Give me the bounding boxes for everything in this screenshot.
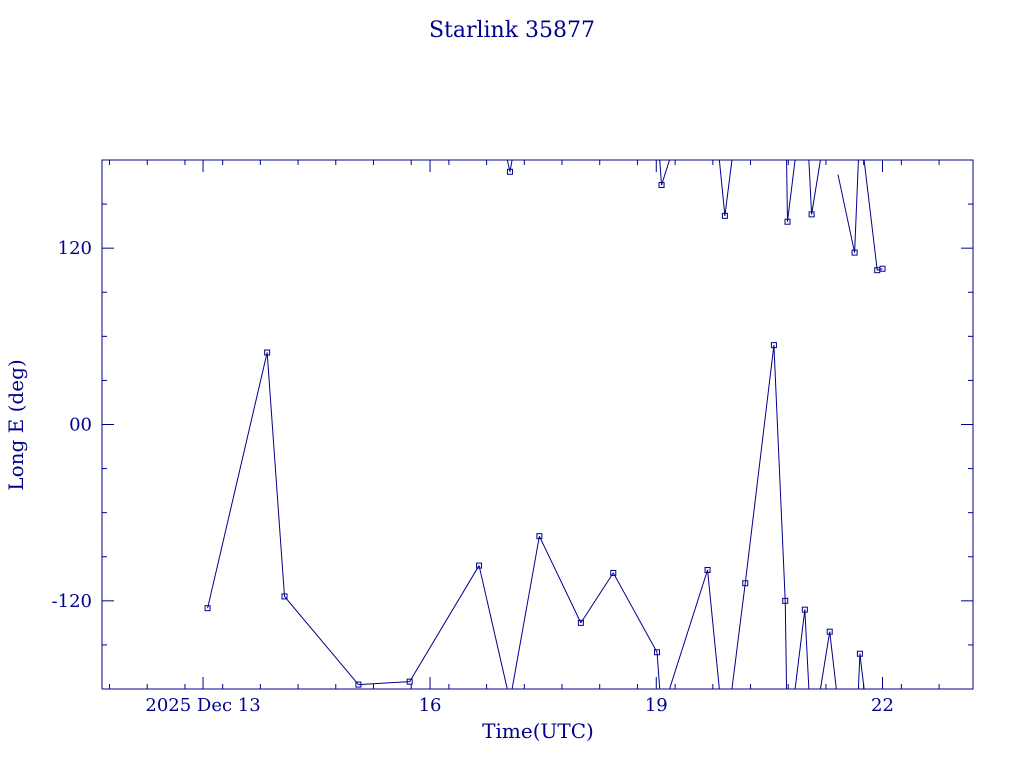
data-point (856, 650, 863, 657)
data-point (476, 562, 483, 569)
data-point (281, 593, 288, 600)
series-segment (284, 596, 359, 685)
series-segment (811, 160, 821, 215)
axis-ticks (102, 160, 973, 689)
data-point (406, 678, 413, 685)
chart-title: Starlink 35877 (429, 18, 595, 43)
series-segment (266, 352, 285, 597)
data-point (782, 597, 789, 604)
series-segment (859, 653, 865, 689)
y-tick-label: -120 (52, 591, 92, 612)
series-segment-wrapped (718, 160, 726, 216)
data-point (808, 211, 815, 218)
y-axis-label: Long E (deg) (4, 359, 28, 490)
data-point (658, 181, 665, 188)
data-point (784, 218, 791, 225)
data-point (851, 249, 858, 256)
data-point (704, 566, 711, 573)
series-segment (612, 572, 658, 653)
x-tick-label: 2025 Dec 13 (145, 695, 260, 716)
series-segment (207, 352, 268, 609)
x-tick-label: 19 (645, 695, 668, 716)
tick-labels: 2025 Dec 13 16 19 22 120 00 -120 (52, 238, 894, 716)
series-segment (580, 572, 614, 624)
series-segment (538, 535, 582, 624)
series-segment (707, 569, 720, 689)
series-point-group (204, 168, 886, 688)
y-tick-label: 120 (58, 238, 92, 259)
series-segment (744, 345, 775, 584)
series-segment-wrapped (808, 160, 813, 215)
series-segment (784, 600, 788, 689)
x-axis-label: Time(UTC) (482, 719, 594, 743)
series-line-group (207, 160, 883, 768)
data-point (879, 265, 886, 272)
data-point (355, 681, 362, 688)
data-point (770, 342, 777, 349)
data-point (204, 605, 211, 612)
series-segment-wrapped (863, 160, 878, 271)
series-segment (804, 609, 810, 689)
series-segment (773, 345, 786, 601)
series-segment-wrapped (857, 653, 861, 689)
series-segment-wrapped (506, 160, 511, 172)
series-segment-wrapped (731, 583, 746, 689)
series-segment-wrapped (837, 174, 856, 253)
data-point (610, 569, 617, 576)
data-point (577, 619, 584, 626)
series-segment (854, 160, 859, 253)
data-point (654, 649, 661, 656)
series-segment (838, 704, 855, 768)
series-segment (829, 631, 837, 689)
series-segment-wrapped (794, 609, 806, 689)
series-segment-wrapped (659, 160, 663, 186)
series-segment (656, 652, 661, 689)
data-point (742, 580, 749, 587)
series-segment-wrapped (511, 536, 540, 689)
data-point (801, 606, 808, 613)
plot-frame (101, 159, 974, 690)
series-segment (409, 565, 480, 682)
x-tick-label: 22 (871, 695, 894, 716)
series-segment (786, 160, 796, 222)
series-segment-wrapped (786, 160, 788, 222)
x-tick-label: 16 (419, 695, 442, 716)
series-segment-wrapped (669, 569, 709, 689)
series-segment (724, 160, 733, 216)
data-point (721, 212, 728, 219)
data-point (506, 168, 513, 175)
series-segment (661, 160, 671, 186)
data-point (826, 628, 833, 635)
data-point (536, 533, 543, 540)
y-tick-label: 00 (69, 415, 92, 436)
series-segment (358, 681, 410, 686)
series-segment (478, 565, 508, 689)
series-segment-wrapped (819, 631, 831, 689)
data-point (264, 349, 271, 356)
